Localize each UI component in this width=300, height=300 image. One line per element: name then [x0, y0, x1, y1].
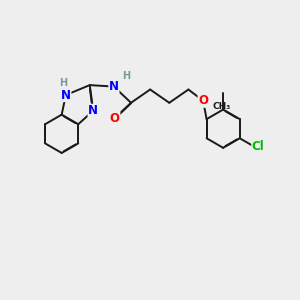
Text: Cl: Cl — [252, 140, 265, 153]
Text: N: N — [61, 88, 71, 101]
Text: N: N — [88, 104, 98, 117]
Text: H: H — [59, 78, 68, 88]
Text: H: H — [122, 71, 130, 81]
Text: O: O — [198, 94, 208, 107]
Text: N: N — [109, 80, 119, 93]
Text: O: O — [110, 112, 120, 124]
Text: CH₃: CH₃ — [213, 102, 231, 111]
